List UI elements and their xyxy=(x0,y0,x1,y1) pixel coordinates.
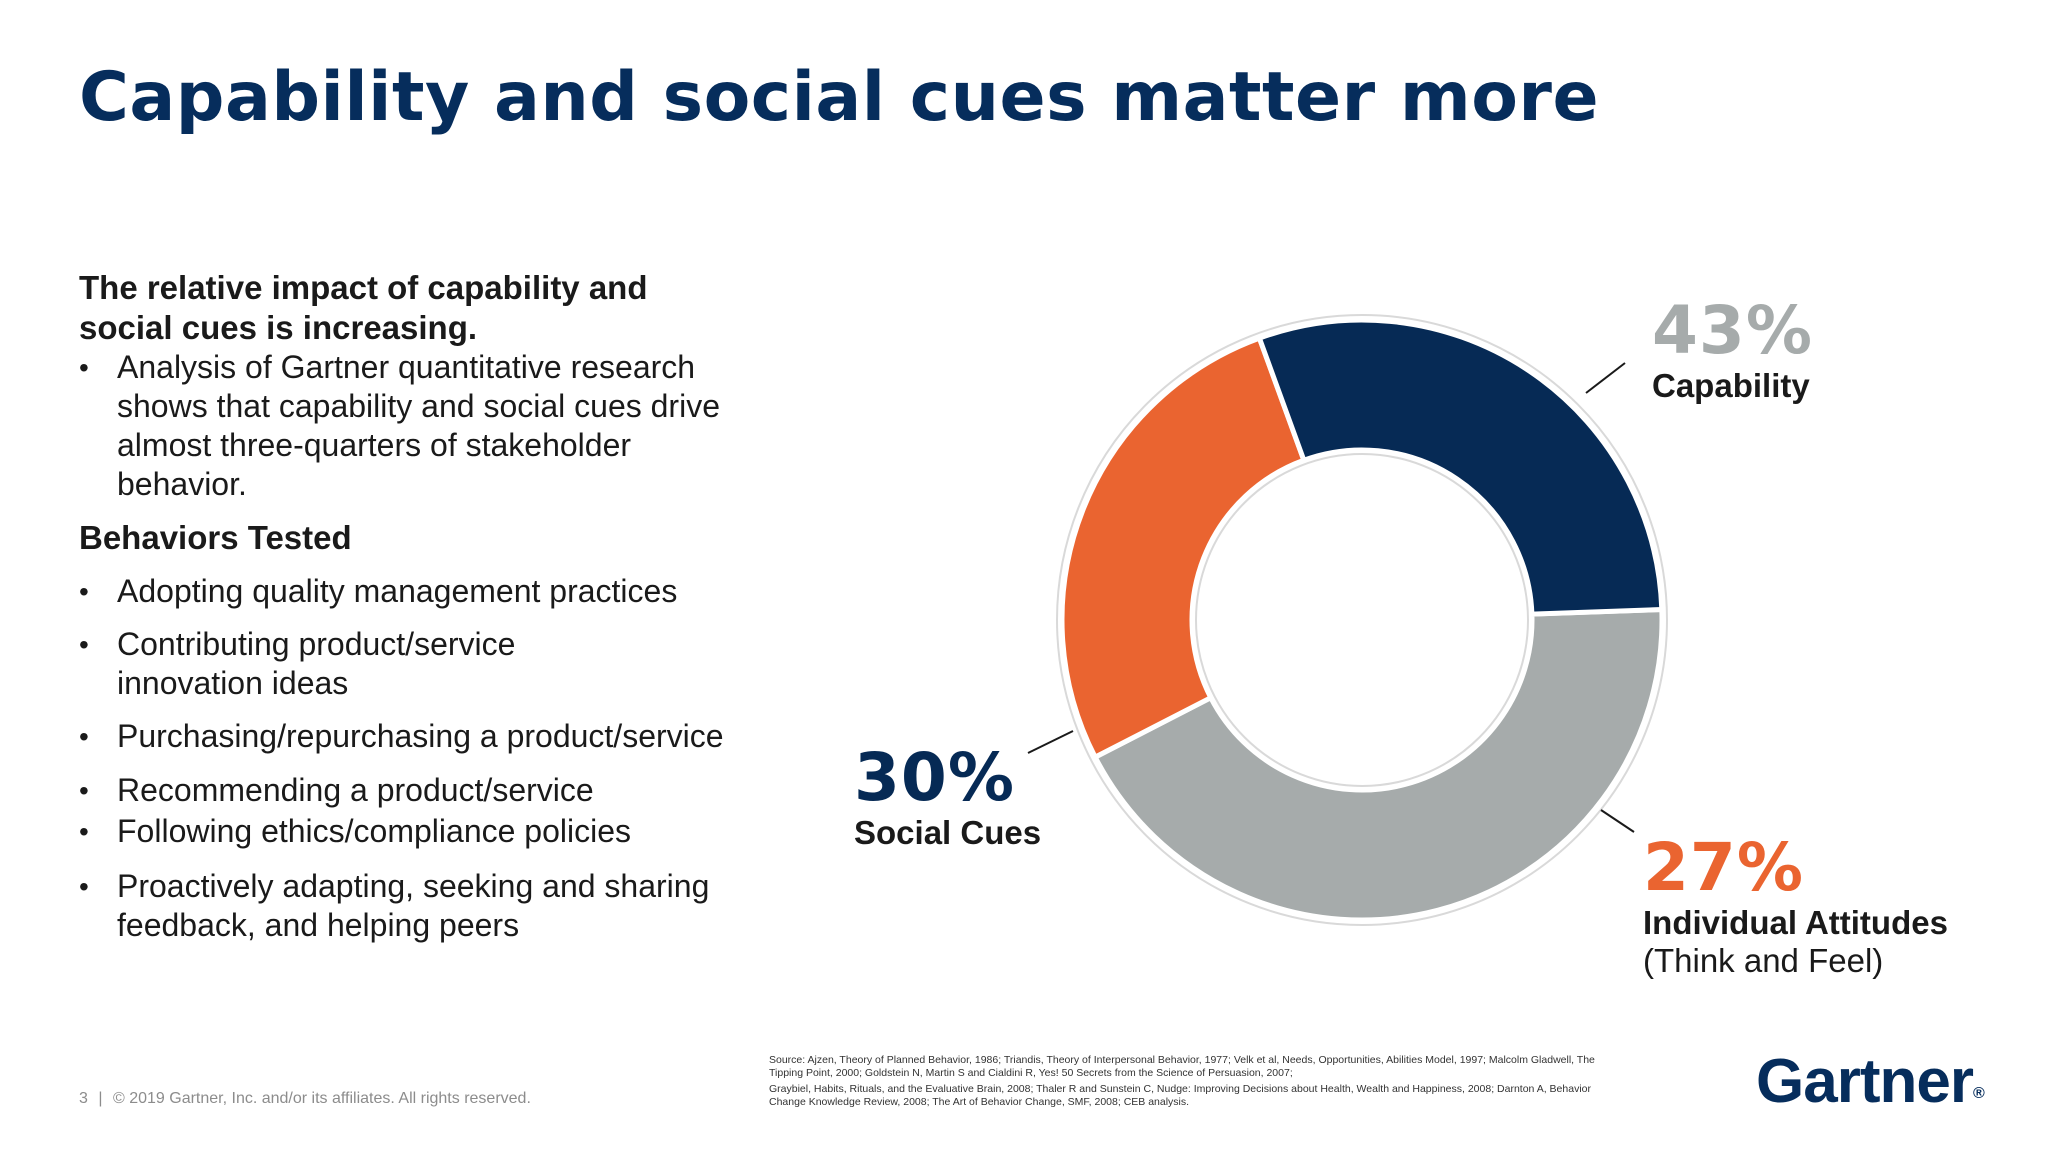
behavior-item: Following ethics/compliance policies xyxy=(79,812,779,851)
social-cues-category: Social Cues xyxy=(854,814,1042,851)
gartner-logo: Gartner® xyxy=(1756,1046,1985,1117)
footer-separator: | xyxy=(98,1090,103,1107)
individual-attitudes-slice xyxy=(1059,334,1308,761)
behavior-item: Adopting quality management practices xyxy=(79,572,779,611)
subheading: The relative impact of capability and so… xyxy=(79,269,648,346)
capability-category: Capability xyxy=(1652,367,1810,404)
page-number: 3 xyxy=(79,1090,88,1107)
social-cues-slice xyxy=(1256,317,1665,617)
behavior-item: Contributing product/service innovation … xyxy=(79,625,557,703)
social-cues-leader xyxy=(1027,730,1074,754)
registered-mark: ® xyxy=(1972,1085,1985,1102)
individual-attitudes-percent: 27% xyxy=(1643,829,1804,906)
behaviors-list: Adopting quality management practices Co… xyxy=(79,572,779,945)
capability-percent: 43% xyxy=(1652,292,1813,369)
social-cues-label: 30% Social Cues xyxy=(854,742,1041,852)
slide-title: Capability and social cues matter more xyxy=(79,58,1600,137)
intro-bullet: Analysis of Gartner quantitative researc… xyxy=(79,348,757,504)
capability-label: 43% Capability xyxy=(1652,295,1813,405)
behavior-item: Recommending a product/service xyxy=(79,771,779,810)
behavior-item: Proactively adapting, seeking and sharin… xyxy=(79,867,737,945)
social-cues-percent: 30% xyxy=(854,739,1015,816)
source-line: Graybiel, Habits, Rituals, and the Evalu… xyxy=(769,1083,1591,1108)
footer: 3 | © 2019 Gartner, Inc. and/or its affi… xyxy=(79,1090,531,1108)
copyright: © 2019 Gartner, Inc. and/or its affiliat… xyxy=(112,1090,531,1107)
individual-attitudes-sublabel: (Think and Feel) xyxy=(1643,942,1884,979)
behavior-item: Purchasing/repurchasing a product/servic… xyxy=(79,717,779,756)
individual-attitudes-category: Individual Attitudes xyxy=(1643,904,1948,941)
source-line: Source: Ajzen, Theory of Planned Behavio… xyxy=(769,1054,1595,1079)
capability-leader xyxy=(1585,362,1626,394)
donut-inner-ring xyxy=(1195,453,1529,787)
intro-list: Analysis of Gartner quantitative researc… xyxy=(79,348,779,504)
individual-attitudes-leader xyxy=(1600,809,1635,833)
capability-slice xyxy=(1091,606,1665,923)
behaviors-heading: Behaviors Tested xyxy=(79,519,352,556)
source-note: Source: Ajzen, Theory of Planned Behavio… xyxy=(769,1054,1619,1112)
individual-attitudes-label: 27% Individual Attitudes (Think and Feel… xyxy=(1643,832,1948,980)
logo-text: Gartner xyxy=(1756,1047,1974,1116)
text-column: The relative impact of capability and so… xyxy=(79,268,779,945)
donut-outer-ring xyxy=(1056,314,1668,926)
